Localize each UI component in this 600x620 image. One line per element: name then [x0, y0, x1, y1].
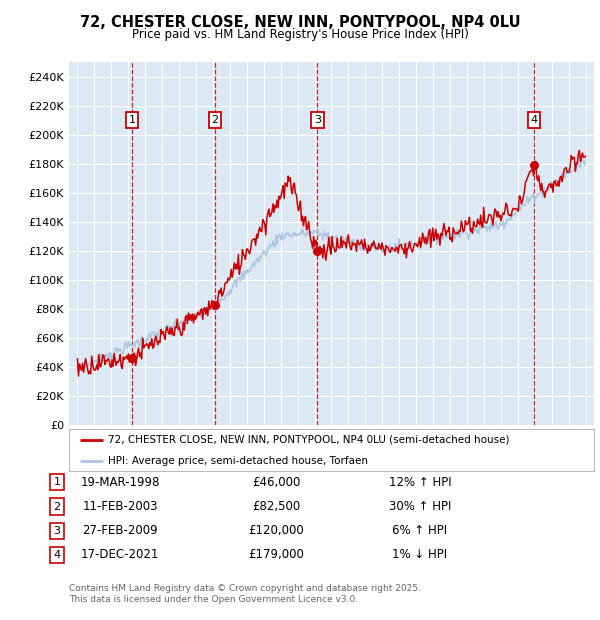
- Text: £82,500: £82,500: [252, 500, 300, 513]
- Text: 2: 2: [53, 502, 61, 512]
- Text: 11-FEB-2003: 11-FEB-2003: [82, 500, 158, 513]
- Text: Contains HM Land Registry data © Crown copyright and database right 2025.: Contains HM Land Registry data © Crown c…: [69, 584, 421, 593]
- Text: 1: 1: [53, 477, 61, 487]
- Text: £179,000: £179,000: [248, 549, 304, 561]
- Text: 4: 4: [53, 550, 61, 560]
- Text: 72, CHESTER CLOSE, NEW INN, PONTYPOOL, NP4 0LU (semi-detached house): 72, CHESTER CLOSE, NEW INN, PONTYPOOL, N…: [109, 435, 510, 445]
- Text: 30% ↑ HPI: 30% ↑ HPI: [389, 500, 451, 513]
- Text: 2: 2: [211, 115, 218, 125]
- Text: £120,000: £120,000: [248, 525, 304, 537]
- Text: Price paid vs. HM Land Registry's House Price Index (HPI): Price paid vs. HM Land Registry's House …: [131, 28, 469, 40]
- Text: 6% ↑ HPI: 6% ↑ HPI: [392, 525, 448, 537]
- Text: This data is licensed under the Open Government Licence v3.0.: This data is licensed under the Open Gov…: [69, 595, 358, 604]
- Text: 72, CHESTER CLOSE, NEW INN, PONTYPOOL, NP4 0LU: 72, CHESTER CLOSE, NEW INN, PONTYPOOL, N…: [80, 16, 520, 30]
- Text: HPI: Average price, semi-detached house, Torfaen: HPI: Average price, semi-detached house,…: [109, 456, 368, 466]
- Text: 1% ↓ HPI: 1% ↓ HPI: [392, 549, 448, 561]
- Text: 12% ↑ HPI: 12% ↑ HPI: [389, 476, 451, 489]
- Text: 4: 4: [530, 115, 538, 125]
- Text: 27-FEB-2009: 27-FEB-2009: [82, 525, 158, 537]
- Text: £46,000: £46,000: [252, 476, 300, 489]
- Text: 3: 3: [314, 115, 321, 125]
- Text: 19-MAR-1998: 19-MAR-1998: [80, 476, 160, 489]
- Text: 17-DEC-2021: 17-DEC-2021: [81, 549, 159, 561]
- Text: 3: 3: [53, 526, 61, 536]
- Text: 1: 1: [128, 115, 136, 125]
